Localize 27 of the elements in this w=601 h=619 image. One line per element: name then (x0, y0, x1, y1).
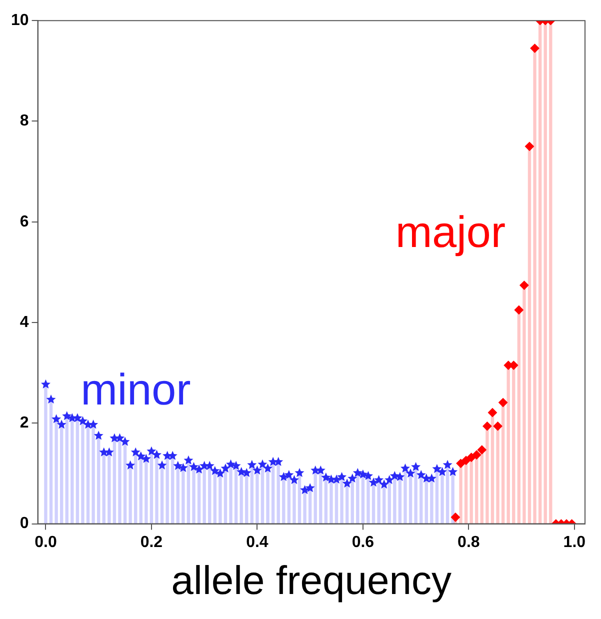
y-tick-label: 2 (20, 414, 29, 432)
point (498, 398, 508, 408)
x-tick-label: 0.2 (140, 534, 163, 551)
point (456, 458, 466, 468)
point (488, 408, 497, 418)
point (477, 445, 486, 454)
x-tick-label: 1.0 (563, 534, 586, 551)
point (450, 512, 460, 522)
x-tick-label: 0.0 (34, 534, 57, 551)
point (462, 456, 471, 465)
x-tick-label: 0.8 (458, 534, 480, 551)
y-tick-label: 0 (20, 515, 29, 532)
point (514, 305, 524, 314)
point (493, 422, 502, 431)
point (466, 452, 476, 462)
y-tick-label: 6 (20, 213, 29, 230)
y-tick-label: 4 (20, 314, 29, 331)
y-tick-label: 10 (11, 12, 29, 30)
point (472, 450, 482, 460)
x-axis-title: allele frequency (171, 559, 452, 604)
point (520, 280, 529, 290)
series-label: minor (80, 365, 191, 414)
series-label: major (395, 208, 506, 258)
point (482, 422, 492, 431)
x-tick-label: 0.6 (352, 534, 374, 551)
y-tick-label: 8 (20, 112, 29, 130)
x-tick-label: 0.4 (246, 534, 268, 551)
